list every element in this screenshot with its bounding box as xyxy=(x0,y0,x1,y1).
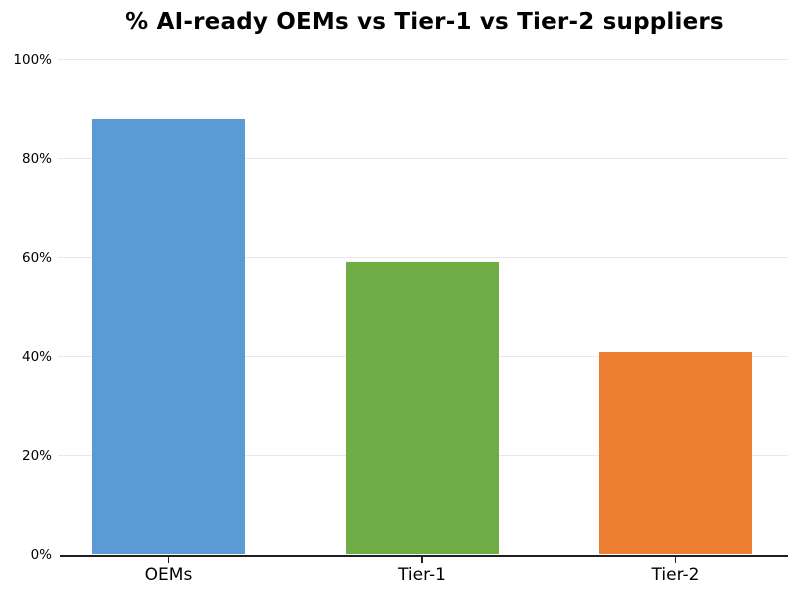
chart-title: % AI-ready OEMs vs Tier-1 vs Tier-2 supp… xyxy=(125,9,724,35)
x-axis-line xyxy=(60,554,788,557)
gridline xyxy=(58,256,788,259)
gridline xyxy=(58,58,788,61)
bar-tier-2 xyxy=(599,351,752,555)
x-tick-label: Tier-1 xyxy=(398,565,446,585)
y-tick-label: 0% xyxy=(30,546,52,563)
bar-oems xyxy=(92,118,245,555)
x-tick-label: Tier-2 xyxy=(651,565,700,585)
y-tick-label: 80% xyxy=(21,150,52,167)
gridline xyxy=(58,157,788,160)
y-tick-label: 100% xyxy=(13,51,52,68)
y-tick-label: 60% xyxy=(21,249,52,266)
x-tick xyxy=(167,557,170,563)
y-tick-label: 40% xyxy=(21,348,52,365)
bar-tier-1 xyxy=(345,262,499,555)
y-tick-label: 20% xyxy=(21,447,52,464)
x-tick-label: OEMs xyxy=(144,565,193,585)
x-tick xyxy=(421,557,423,563)
x-tick xyxy=(674,557,677,563)
